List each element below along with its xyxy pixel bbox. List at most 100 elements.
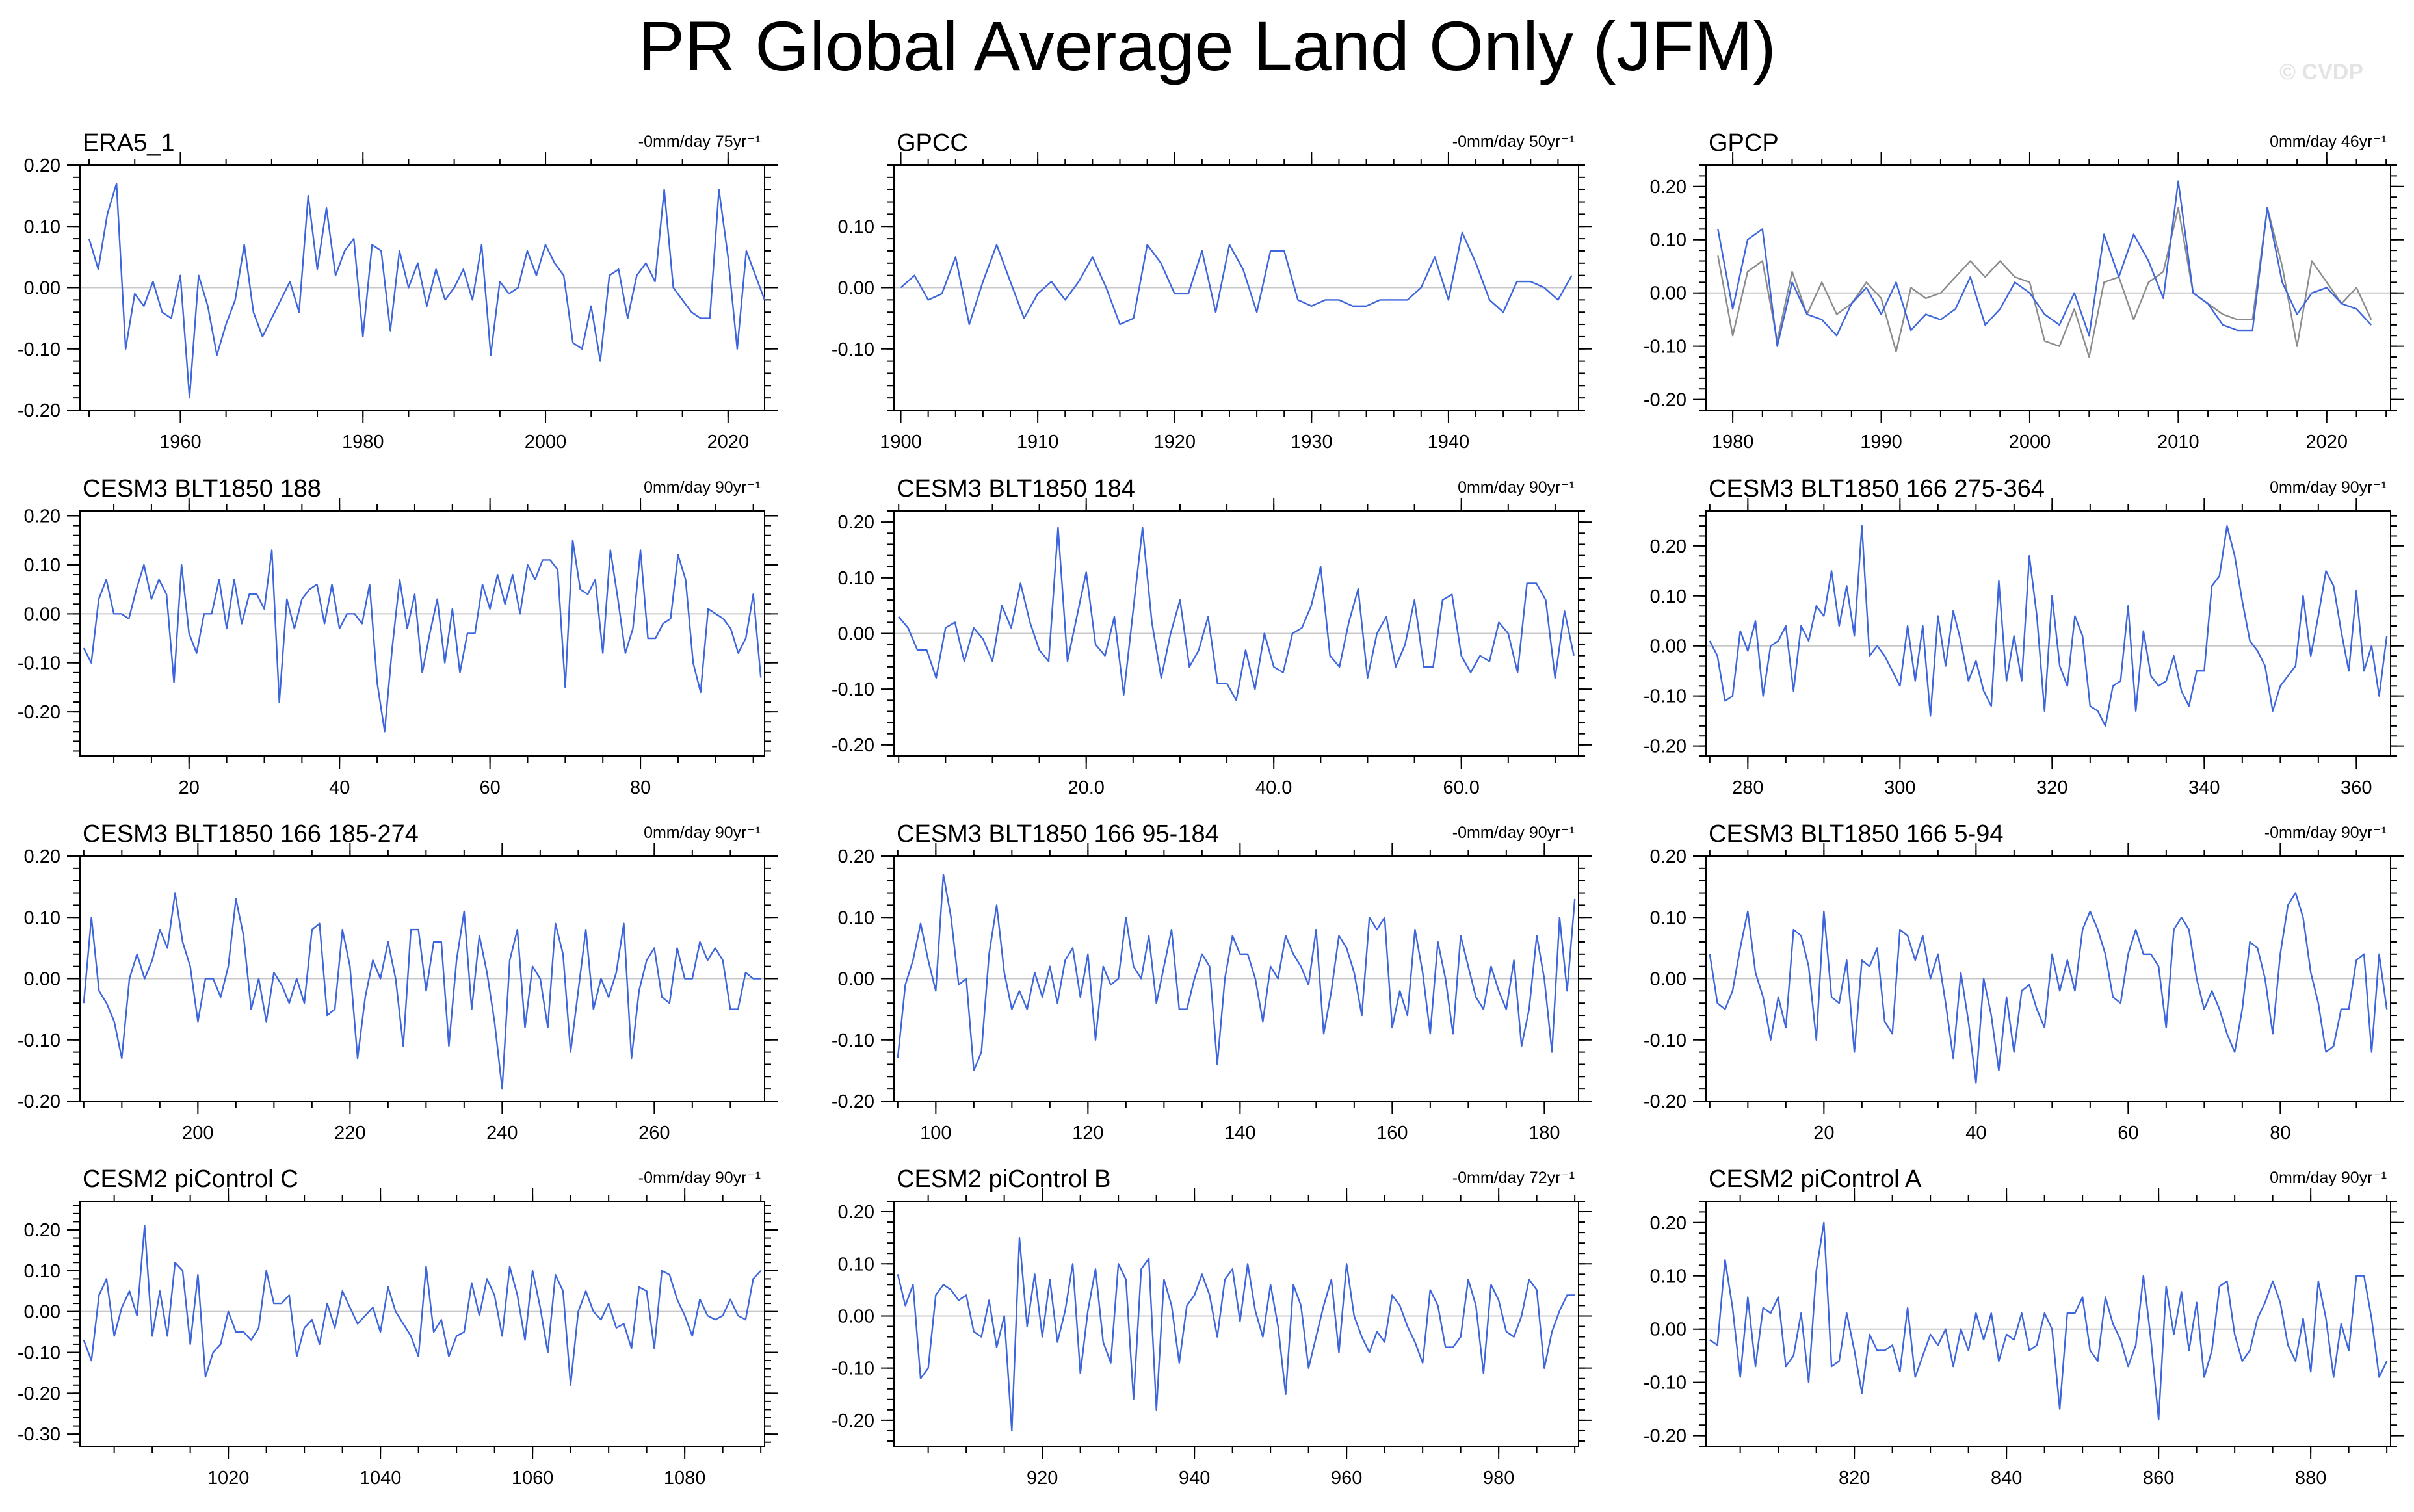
y-tick-label: 0.20 (24, 846, 60, 867)
x-tick-label: 240 (486, 1123, 518, 1143)
y-tick-label: 0.10 (838, 568, 874, 589)
y-tick-label: -0.20 (18, 1383, 60, 1404)
series-line (897, 874, 1576, 1072)
series-line (83, 892, 761, 1090)
chart-panel-4: CESM3 BLT1850 184 0mm/day 90yr⁻¹ 20.0 40.0 6… (832, 475, 1592, 798)
chart-panel-10: CESM2 piControl B -0mm/day 72yr⁻¹ 920 940 96… (832, 1166, 1592, 1489)
x-tick-label: 120 (1072, 1123, 1103, 1143)
x-tick-label: 2000 (525, 432, 567, 452)
trend-label: -0mm/day 90yr⁻¹ (1452, 824, 1575, 842)
plot-frame (79, 510, 765, 757)
trend-label: 0mm/day 90yr⁻¹ (644, 478, 761, 497)
y-tick-label: -0.10 (18, 339, 60, 360)
chart-panel-1: GPCC -0mm/day 50yr⁻¹ 1900 1910 1920 1930 1940 -… (832, 129, 1592, 452)
trend-label: -0mm/day 50yr⁻¹ (1452, 133, 1575, 151)
series-line (83, 540, 762, 733)
x-tick-label: 80 (2270, 1123, 2290, 1143)
y-tick-label: 0.10 (24, 907, 60, 928)
x-tick-label: 220 (334, 1123, 365, 1143)
y-tick-label: 0.10 (24, 216, 60, 237)
x-tick-label: 20 (179, 777, 200, 798)
x-tick-label: 860 (2143, 1468, 2174, 1489)
x-tick-label: 320 (2036, 777, 2067, 798)
series-line (88, 183, 766, 399)
y-tick-label: 0.00 (838, 969, 874, 990)
y-tick-label: -0.10 (1644, 686, 1686, 707)
chart-panel-7: CESM3 BLT1850 166 95-184 -0mm/day 90yr⁻¹ 1… (832, 820, 1592, 1143)
y-tick-label: 0.10 (1650, 1266, 1686, 1287)
x-tick-label: 1900 (880, 432, 922, 452)
y-tick-label: 0.10 (838, 216, 874, 237)
trend-label: 0mm/day 90yr⁻¹ (644, 824, 761, 842)
overlay-series-line (1717, 207, 2372, 358)
x-tick-label: 1020 (207, 1468, 250, 1489)
plot-frame (893, 1201, 1579, 1447)
panel-title: CESM2 piControl C (83, 1166, 298, 1193)
panel-title: CESM2 piControl A (1709, 1166, 1922, 1193)
x-tick-label: 2020 (2306, 432, 2348, 452)
x-tick-label: 80 (630, 777, 651, 798)
y-tick-label: 0.10 (24, 1261, 60, 1282)
panel-title: GPCC (897, 129, 968, 157)
y-tick-label: 0.20 (838, 1202, 874, 1223)
x-tick-label: 2000 (2009, 432, 2051, 452)
plot-frame (1705, 164, 2391, 411)
y-tick-label: 0.00 (838, 278, 874, 299)
x-tick-label: 20 (1813, 1123, 1834, 1143)
x-tick-label: 160 (1376, 1123, 1408, 1143)
x-tick-label: 1040 (360, 1468, 402, 1489)
trend-label: -0mm/day 75yr⁻¹ (638, 133, 761, 151)
x-tick-label: 1080 (664, 1468, 706, 1489)
panel-title: CESM2 piControl B (897, 1166, 1110, 1193)
y-tick-label: 0.00 (1650, 1320, 1686, 1340)
x-tick-label: 260 (638, 1123, 670, 1143)
chart-panel-9: CESM2 piControl C -0mm/day 90yr⁻¹ 1020 1040… (18, 1166, 778, 1489)
y-tick-label: 0.00 (24, 1302, 60, 1323)
series-line (900, 231, 1573, 326)
x-tick-label: 360 (2341, 777, 2372, 798)
panel-title: CESM3 BLT1850 166 95-184 (897, 820, 1219, 848)
chart-panel-5: CESM3 BLT1850 166 275-364 0mm/day 90yr⁻¹ 2… (1644, 475, 2404, 798)
x-tick-label: 180 (1528, 1123, 1560, 1143)
x-tick-label: 1980 (1712, 432, 1754, 452)
y-tick-label: 0.20 (838, 846, 874, 867)
x-tick-label: 1920 (1153, 432, 1196, 452)
chart-panel-11: CESM2 piControl A 0mm/day 90yr⁻¹ 820 840 860… (1644, 1166, 2404, 1489)
x-tick-label: 940 (1179, 1468, 1210, 1489)
trend-label: -0mm/day 72yr⁻¹ (1452, 1169, 1575, 1187)
x-tick-label: 1990 (1860, 432, 1902, 452)
x-tick-label: 40.0 (1255, 777, 1292, 798)
y-tick-label: 0.00 (1650, 636, 1686, 657)
y-tick-label: 0.00 (24, 278, 60, 299)
trend-label: 0mm/day 90yr⁻¹ (1458, 478, 1575, 497)
y-tick-label: -0.20 (1644, 390, 1686, 411)
chart-panel-3: CESM3 BLT1850 188 0mm/day 90yr⁻¹ 20 40 60 80 -… (18, 475, 778, 798)
y-tick-label: -0.20 (18, 1091, 60, 1112)
y-tick-label: 0.10 (24, 555, 60, 576)
x-tick-label: 840 (1991, 1468, 2022, 1489)
x-tick-label: 1980 (342, 432, 384, 452)
chart-panel-0: ERA5_1 -0mm/day 75yr⁻¹ 1960 1980 2000 2020 -0.… (18, 129, 778, 452)
x-tick-label: 960 (1331, 1468, 1362, 1489)
panel-title: CESM3 BLT1850 188 (83, 475, 321, 502)
x-tick-label: 820 (1839, 1468, 1870, 1489)
plot-frame (1705, 1201, 2391, 1447)
cvdp-watermark: © CVDP (2279, 60, 2363, 85)
panel-title: CESM3 BLT1850 166 185-274 (83, 820, 419, 848)
y-tick-label: -0.20 (832, 1091, 874, 1112)
x-tick-label: 1960 (159, 432, 202, 452)
x-tick-label: 200 (182, 1123, 213, 1143)
x-tick-label: 1060 (512, 1468, 554, 1489)
y-tick-label: 0.00 (1650, 283, 1686, 304)
chart-panel-2: GPCP 0mm/day 46yr⁻¹ 1980 1990 2000 2010 2020 -0… (1644, 129, 2404, 452)
y-tick-label: 0.20 (1650, 846, 1686, 867)
x-tick-label: 20.0 (1068, 777, 1104, 798)
y-tick-label: 0.20 (1650, 1213, 1686, 1234)
plot-frame (79, 1201, 765, 1447)
panel-title: GPCP (1709, 129, 1779, 157)
trend-label: 0mm/day 90yr⁻¹ (2270, 1169, 2387, 1187)
trend-label: -0mm/day 90yr⁻¹ (2264, 824, 2387, 842)
y-tick-label: 0.20 (24, 506, 60, 527)
series-line (1709, 892, 2388, 1084)
x-tick-label: 40 (329, 777, 350, 798)
